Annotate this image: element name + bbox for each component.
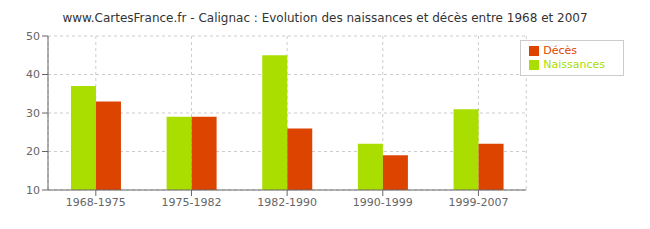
html-text:Naissances: Naissances	[543, 58, 605, 71]
html-text:Décès: Décès	[543, 44, 577, 57]
svg-text:1968-1975: 1968-1975	[66, 196, 126, 209]
svg-text:1975-1982: 1975-1982	[161, 196, 221, 209]
svg-text:10: 10	[26, 184, 40, 197]
html-text:www.CartesFrance.fr - Calignac: www.CartesFrance.fr - Calignac : Evoluti…	[62, 11, 588, 25]
svg-text:1999-2007: 1999-2007	[448, 196, 508, 209]
svg-text:40: 40	[26, 68, 40, 81]
svg-text:1982-1990: 1982-1990	[257, 196, 317, 209]
svg-text:20: 20	[26, 145, 40, 158]
svg-text:30: 30	[26, 107, 40, 120]
svg-text:50: 50	[26, 30, 40, 43]
svg-text:1990-1999: 1990-1999	[353, 196, 413, 209]
